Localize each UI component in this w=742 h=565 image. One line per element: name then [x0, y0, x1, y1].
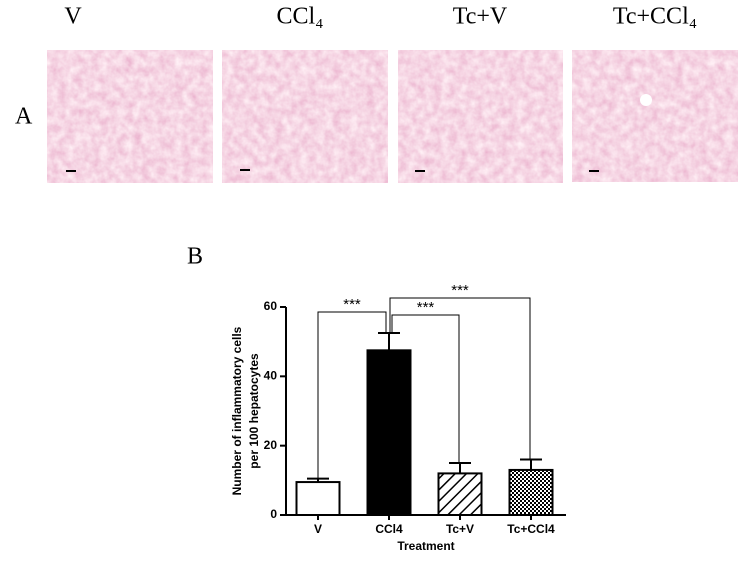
- x-axis-label: Treatment: [397, 539, 454, 553]
- panel-label: A: [15, 104, 33, 130]
- y-axis-label: per 100 hepatocytes: [247, 353, 261, 469]
- bar: [508, 468, 554, 516]
- column-label: Tc+V: [453, 4, 508, 30]
- column-label: V: [64, 4, 82, 30]
- bar: [366, 349, 412, 517]
- significance-bracket: [317, 311, 387, 479]
- significance-bracket: [389, 297, 531, 460]
- y-tick-label: 20: [264, 438, 278, 452]
- y-tick-label: 40: [264, 369, 278, 383]
- x-tick-label: Tc+V: [446, 522, 474, 536]
- micrograph: [398, 50, 563, 183]
- y-tick-label: 60: [264, 299, 278, 313]
- y-tick-label: 0: [270, 507, 277, 521]
- column-label: CCl₄: [276, 4, 323, 30]
- micrograph: [572, 50, 738, 182]
- significance-label: ***: [343, 296, 361, 313]
- x-tick-label: Tc+CCl4: [507, 522, 555, 536]
- column-label: Tc+CCl₄: [613, 4, 697, 30]
- significance-bracket: [391, 314, 460, 463]
- x-tick-label: V: [314, 522, 322, 536]
- micrograph: [47, 50, 213, 183]
- significance-label: ***: [417, 299, 435, 316]
- micrograph: [222, 50, 388, 183]
- y-axis-label: Number of inflammatory cells: [230, 326, 244, 495]
- significance-label: ***: [451, 282, 469, 299]
- micrographs: [47, 50, 738, 183]
- panel-label: B: [187, 244, 203, 270]
- bar: [295, 481, 341, 517]
- bar: [437, 472, 483, 516]
- x-tick-label: CCl4: [375, 522, 403, 536]
- vessel: [640, 94, 652, 106]
